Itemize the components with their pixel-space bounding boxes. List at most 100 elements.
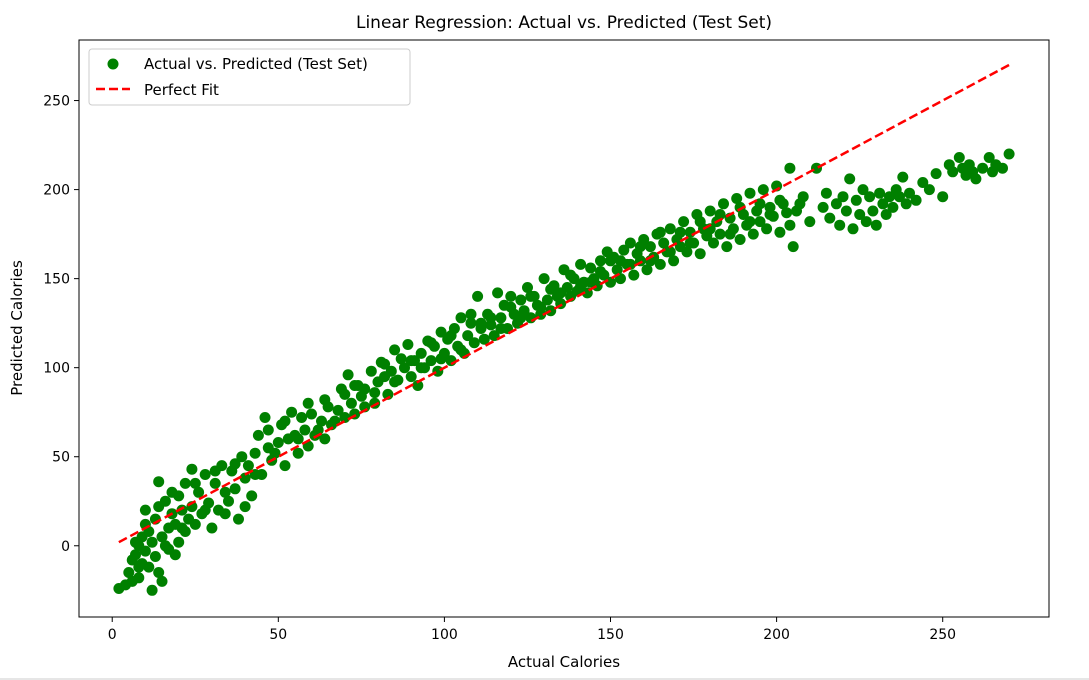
x-tick-label: 0: [108, 627, 117, 643]
scatter-point: [744, 187, 756, 199]
legend-marker-scatter: [107, 58, 119, 70]
scatter-point: [153, 476, 165, 488]
scatter-point: [259, 412, 271, 423]
scatter-point: [432, 365, 444, 377]
scatter-point: [209, 477, 221, 489]
scatter-point: [937, 191, 949, 203]
scatter-point: [389, 344, 401, 356]
scatter-point: [435, 326, 447, 338]
scatter-point: [316, 415, 327, 427]
scatter-point: [435, 353, 447, 365]
scatter-point: [837, 191, 849, 203]
scatter-point: [522, 282, 533, 293]
scatter-point: [731, 193, 743, 204]
scatter-point: [269, 447, 281, 459]
scatter-point: [970, 173, 982, 185]
scatter-point: [478, 333, 490, 345]
scatter-point: [249, 447, 261, 459]
scatter-point: [535, 301, 547, 313]
scatter-point: [515, 312, 527, 324]
scatter-point: [462, 330, 474, 342]
scatter-point: [495, 312, 507, 324]
scatter-point: [747, 228, 759, 240]
scatter-point: [445, 355, 457, 367]
scatter-point: [146, 536, 158, 548]
scatter-point: [262, 424, 274, 436]
scatter-point: [272, 437, 284, 448]
scatter-point: [575, 280, 587, 292]
scatter-point: [199, 469, 211, 480]
scatter-point: [239, 472, 251, 484]
scatter-point: [854, 209, 866, 220]
scatter-point: [917, 177, 929, 188]
scatter-point: [784, 219, 796, 231]
scatter-point: [233, 513, 244, 525]
scatter-point: [425, 337, 437, 349]
legend-label-scatter: Actual vs. Predicted (Test Set): [144, 55, 368, 73]
scatter-point: [223, 495, 234, 507]
scatter-point: [565, 269, 577, 281]
scatter-point: [169, 549, 181, 561]
scatter-point: [143, 561, 155, 573]
scatter-point: [664, 223, 676, 235]
scatter-point: [615, 255, 626, 267]
scatter-point: [319, 433, 331, 445]
scatter-point: [505, 290, 517, 302]
legend: Actual vs. Predicted (Test Set) Perfect …: [88, 48, 411, 106]
scatter-point: [133, 572, 145, 584]
scatter-point: [887, 201, 899, 213]
scatter-point: [880, 209, 892, 220]
scatter-point: [860, 216, 872, 228]
scatter-point: [624, 258, 636, 270]
scatter-point: [455, 312, 467, 324]
scatter-point: [774, 194, 786, 206]
scatter-point: [930, 168, 942, 180]
scatter-point: [495, 323, 507, 334]
x-axis-ticks: 0 50 100 150 200 250: [108, 617, 956, 643]
scatter-point: [874, 187, 886, 199]
scatter-point: [405, 355, 417, 367]
scatter-point: [900, 198, 912, 210]
scatter-point: [279, 415, 291, 427]
scatter-point: [674, 226, 686, 238]
scatter-point: [319, 394, 331, 406]
scatter-point: [681, 246, 693, 258]
scatter-point: [764, 209, 776, 220]
y-tick-label: 100: [43, 361, 70, 377]
scatter-point: [794, 198, 806, 210]
scatter-point: [342, 369, 354, 381]
scatter-point: [684, 237, 696, 249]
scatter-point: [415, 362, 427, 374]
scatter-point: [787, 241, 799, 253]
scatter-point: [811, 162, 822, 174]
x-tick-label: 150: [597, 627, 624, 643]
scatter-point: [704, 205, 716, 217]
scatter-point: [189, 518, 201, 530]
scatter-point: [847, 223, 859, 235]
scatter-point: [468, 337, 480, 349]
scatter-point: [412, 380, 424, 391]
y-tick-label: 250: [43, 94, 70, 110]
scatter-point: [850, 194, 862, 206]
scatter-point: [369, 387, 381, 399]
scatter-point: [279, 460, 291, 472]
scatter-point: [286, 406, 298, 418]
scatter-point: [977, 162, 989, 174]
scatter-point: [405, 371, 417, 383]
scatter-point: [299, 424, 311, 436]
scatter-point: [844, 173, 856, 185]
scatter-point: [292, 433, 304, 445]
scatter-point: [130, 549, 141, 561]
scatter-point: [149, 551, 161, 562]
y-tick-label: 150: [43, 272, 70, 288]
scatter-point: [721, 241, 733, 253]
scatter-point: [734, 234, 746, 245]
scatter-point: [186, 463, 198, 475]
plot-area: [78, 39, 1050, 618]
scatter-point: [541, 294, 553, 306]
scatter-point: [176, 504, 188, 516]
scatter-point: [718, 198, 729, 210]
scatter-point: [997, 162, 1008, 174]
x-tick-label: 100: [431, 627, 458, 643]
